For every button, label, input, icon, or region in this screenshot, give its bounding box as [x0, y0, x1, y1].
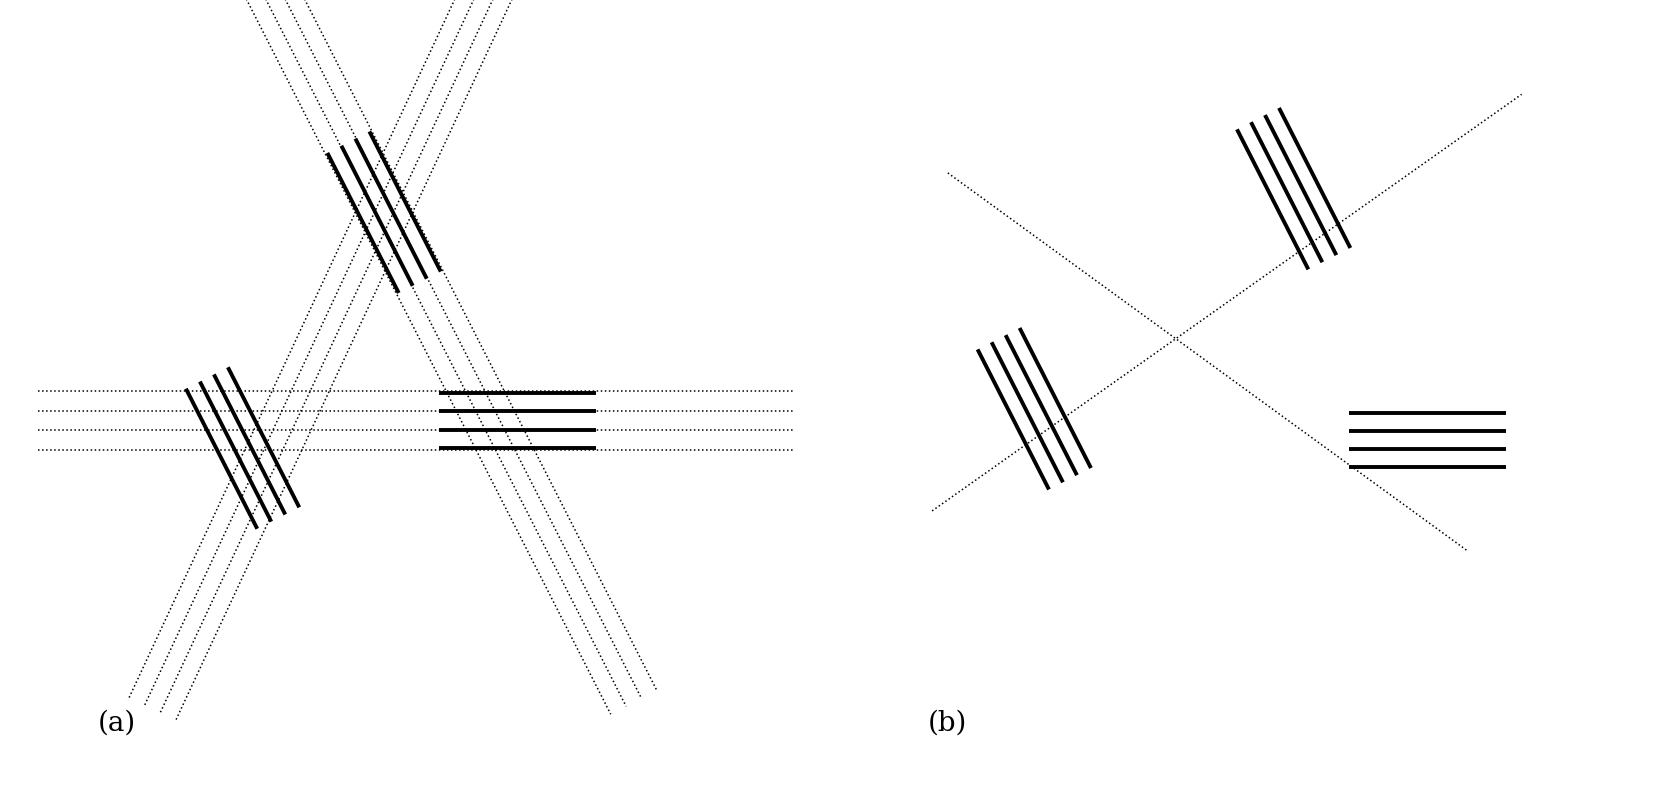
Text: (a): (a) [98, 710, 136, 736]
Text: (b): (b) [927, 710, 967, 736]
